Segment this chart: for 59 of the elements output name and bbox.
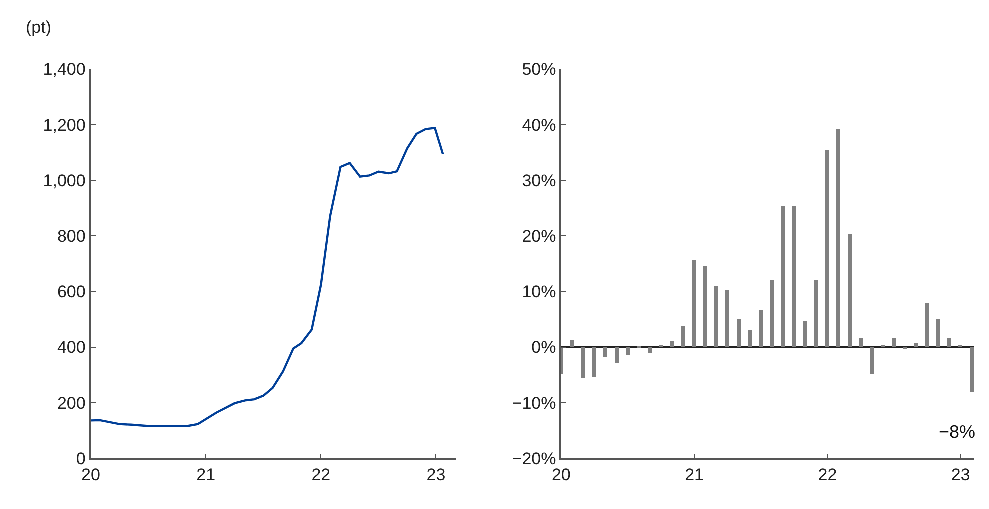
y-axis-title: (pt) — [26, 18, 52, 37]
bar — [859, 338, 864, 348]
bar — [703, 266, 708, 348]
y-tick-label: 600 — [57, 282, 86, 302]
y-tick-label: −20% — [512, 449, 556, 468]
y-tick-label: 50% — [522, 60, 556, 80]
y-tick-label: 1,200 — [43, 116, 86, 135]
y-tick-label: 400 — [57, 338, 86, 358]
bar — [836, 129, 840, 348]
bar — [692, 260, 696, 348]
x-tick-label: 21 — [196, 466, 216, 485]
bar — [870, 347, 874, 374]
bar — [759, 310, 764, 348]
bar — [648, 347, 652, 354]
x-tick-label: 22 — [312, 466, 331, 485]
bar — [770, 280, 774, 348]
bar — [748, 330, 752, 348]
y-tick-label: 10% — [522, 282, 556, 302]
bar — [914, 343, 918, 348]
y-tick-label: 200 — [57, 394, 86, 413]
bar — [781, 206, 786, 348]
bar — [892, 338, 896, 348]
x-tick-label: 23 — [426, 466, 446, 485]
bar — [570, 340, 574, 348]
bar — [947, 338, 952, 348]
x-tick-label: 23 — [951, 466, 970, 485]
line-series — [91, 127, 444, 428]
bar — [792, 206, 796, 348]
y-tick-label: 40% — [522, 116, 556, 135]
x-tick-label: 21 — [685, 466, 704, 485]
y-tick-label: −10% — [512, 394, 556, 413]
bar — [681, 326, 686, 348]
x-tick-label: 20 — [552, 466, 571, 485]
y-tick-label: 20% — [522, 227, 556, 246]
y-tick-label: 30% — [522, 171, 556, 190]
y-tick-label: 800 — [57, 227, 86, 246]
bar — [581, 347, 586, 378]
bar — [626, 347, 630, 356]
bar — [670, 341, 674, 348]
bar — [725, 290, 730, 348]
x-tick-label: 22 — [818, 466, 838, 485]
bar — [925, 303, 930, 348]
bar — [592, 347, 596, 378]
y-tick-label: 1,000 — [43, 171, 86, 190]
bar — [603, 347, 608, 358]
bar — [814, 280, 818, 348]
bar — [803, 321, 808, 348]
bar — [970, 347, 974, 392]
bar — [848, 234, 852, 348]
annotation: −8% — [939, 422, 976, 442]
bar — [615, 347, 620, 364]
x-tick-label: 20 — [82, 466, 100, 485]
bar — [737, 319, 742, 348]
y-tick-label: 0% — [532, 338, 556, 358]
y-tick-label: 0 — [76, 449, 86, 468]
bar — [936, 319, 940, 348]
y-tick-label: 1,400 — [43, 60, 86, 80]
bar — [825, 150, 830, 348]
bar — [714, 286, 718, 348]
